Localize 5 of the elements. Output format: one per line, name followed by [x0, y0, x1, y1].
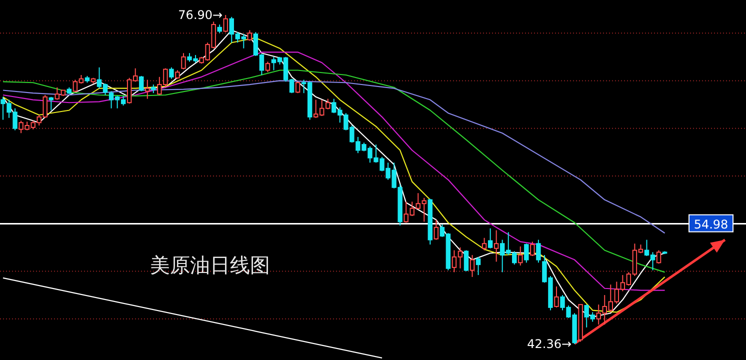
annotation: 42.36→	[527, 337, 572, 351]
ref-line-label: 54.98	[694, 217, 728, 232]
annotation: 76.90→	[178, 8, 223, 22]
ref-label: 54.98	[688, 214, 734, 232]
title: 美原油日线图	[150, 253, 270, 277]
